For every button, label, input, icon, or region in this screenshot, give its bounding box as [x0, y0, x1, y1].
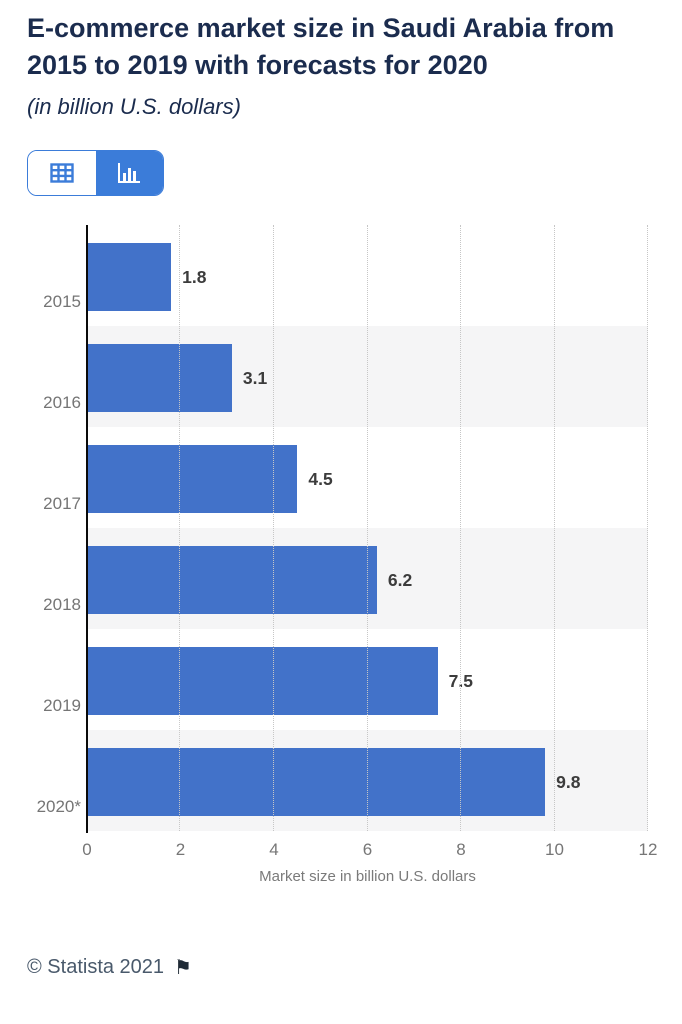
- bar-2016[interactable]: [87, 344, 232, 412]
- category-label: 2015: [43, 292, 81, 311]
- category-label: 2020*: [36, 797, 81, 816]
- x-axis-title: Market size in billion U.S. dollars: [259, 868, 476, 885]
- gridline: [179, 225, 181, 831]
- bar-2015[interactable]: [87, 243, 172, 311]
- gridline: [647, 225, 648, 831]
- chart-row: 4.5 2017: [43, 427, 648, 528]
- gridline: [459, 225, 461, 831]
- bar-chart-icon: [118, 163, 141, 183]
- chart-row: 1.8 2015: [43, 225, 648, 326]
- gridline: [272, 225, 274, 831]
- x-axis: 0 2 4 6 8 10 12: [82, 839, 657, 861]
- footer: © Statista 2021 ⚑: [27, 956, 192, 979]
- chart-row: 3.1 2016: [43, 326, 648, 427]
- value-label: 1.8: [182, 267, 207, 287]
- x-tick-label: 12: [638, 840, 658, 859]
- chart-row: 9.8 2020*: [37, 730, 648, 831]
- category-label: 2018: [43, 595, 81, 614]
- x-tick-label: 0: [82, 840, 92, 859]
- x-tick-label: 4: [269, 840, 279, 859]
- table-view-button[interactable]: [28, 151, 96, 195]
- chart-view-button[interactable]: [95, 151, 163, 195]
- table-icon: [50, 163, 74, 183]
- chart-row: 6.2 2018: [43, 528, 648, 629]
- category-label: 2019: [43, 696, 81, 715]
- x-tick-label: 10: [545, 840, 564, 859]
- x-tick-label: 2: [175, 840, 186, 859]
- chart-row: 7.5 2019: [43, 629, 648, 730]
- bar-2019[interactable]: [87, 647, 438, 715]
- y-axis-line: [86, 225, 88, 833]
- bar-2017[interactable]: [87, 445, 298, 513]
- flag-icon: ⚑: [174, 956, 192, 979]
- chart-title: E-commerce market size in Saudi Arabia f…: [27, 13, 615, 80]
- gridline: [553, 225, 555, 831]
- bar-2018[interactable]: [87, 546, 377, 614]
- value-label: 4.5: [308, 469, 333, 489]
- view-toggle: [27, 150, 164, 196]
- value-label: 6.2: [387, 570, 413, 590]
- value-label: 3.1: [242, 368, 268, 388]
- bar-chart: 1.8 2015 3.1 2016 4.5 2017 6.2 2018 7.5 2019 9.8 20…: [37, 225, 648, 833]
- category-label: 2017: [43, 494, 81, 513]
- x-tick-label: 6: [362, 840, 373, 859]
- x-tick-label: 8: [456, 840, 466, 859]
- bar-2020[interactable]: [87, 748, 546, 816]
- copyright-text: © Statista 2021: [27, 956, 165, 978]
- value-label: 9.8: [556, 772, 581, 792]
- chart-subtitle: (in billion U.S. dollars): [27, 94, 241, 119]
- gridline: [366, 225, 368, 831]
- category-label: 2016: [43, 393, 81, 412]
